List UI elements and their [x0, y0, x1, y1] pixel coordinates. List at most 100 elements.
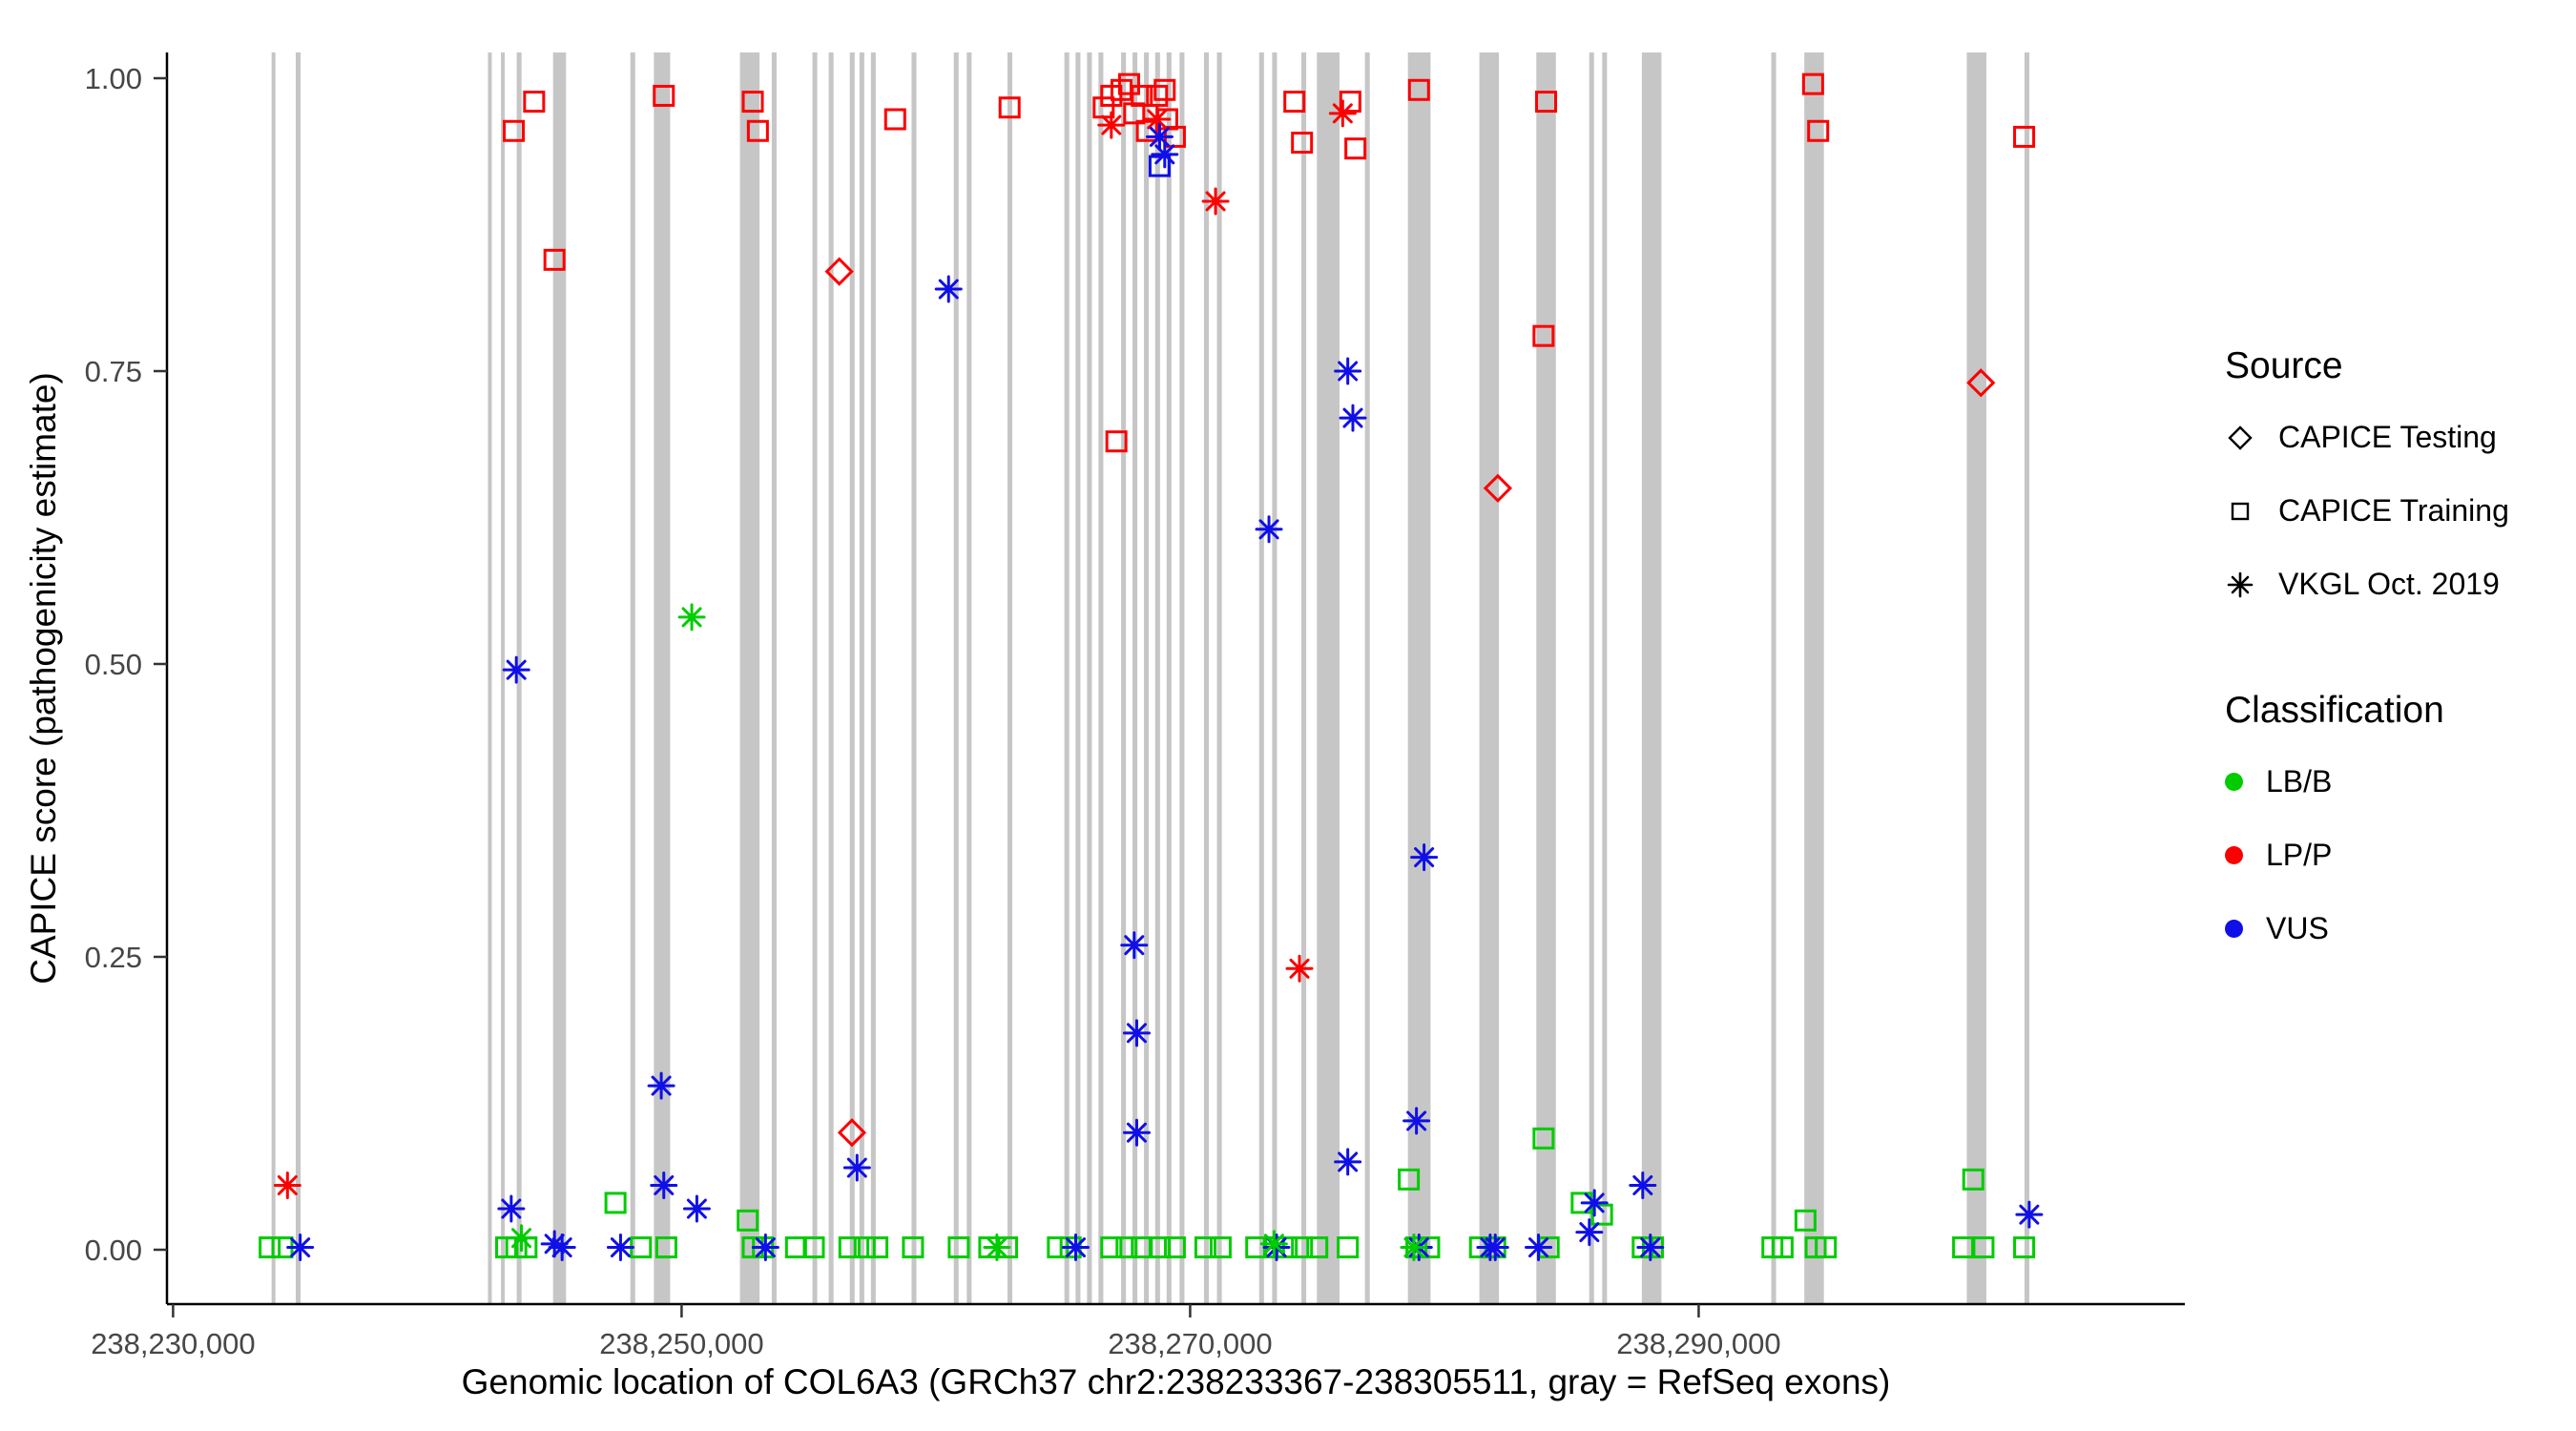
data-point: [1283, 91, 1306, 114]
x-tick-label: 238,230,000: [91, 1327, 255, 1360]
data-point: [523, 91, 546, 114]
exon-band: [966, 52, 972, 1304]
exon-band: [271, 52, 276, 1304]
legend: Source CAPICE Testing CAPICE Training: [2225, 345, 2509, 985]
exon-band: [1771, 52, 1776, 1304]
data-point: [1402, 1107, 1431, 1135]
data-point: [2015, 1200, 2044, 1229]
legend-item-vkgl: VKGL Oct. 2019: [2225, 567, 2509, 602]
data-point: [503, 119, 526, 142]
exon-band: [501, 52, 506, 1304]
data-point: [1339, 404, 1367, 432]
data-point: [802, 1236, 825, 1259]
data-point: [606, 1234, 634, 1262]
data-point: [1334, 1148, 1362, 1176]
data-point: [1807, 119, 1830, 142]
data-point: [259, 1236, 281, 1259]
data-point: [1966, 368, 1996, 398]
exon-band: [295, 52, 301, 1304]
legend-item-capice-training: CAPICE Training: [2225, 493, 2509, 529]
y-tick-label: 1.00: [85, 62, 142, 95]
data-point: [998, 96, 1021, 119]
data-point: [902, 1236, 924, 1259]
exon-band: [1804, 52, 1824, 1304]
x-tick-label: 238,290,000: [1616, 1327, 1780, 1360]
exon-band: [1258, 52, 1264, 1304]
data-point: [604, 1192, 627, 1214]
data-point: [1255, 515, 1283, 544]
data-point: [1407, 78, 1430, 101]
exon-band: [2024, 52, 2030, 1304]
data-point: [1532, 1127, 1555, 1150]
vus-dot-icon: [2225, 920, 2243, 938]
exon-band: [849, 52, 855, 1304]
exon-band: [1272, 52, 1278, 1304]
data-point: [853, 1236, 876, 1259]
data-point: [947, 1236, 970, 1259]
data-point: [842, 1153, 871, 1182]
data-point: [2013, 1236, 2036, 1259]
data-point: [1410, 843, 1439, 872]
data-point: [1123, 102, 1146, 125]
x-axis-title: Genomic location of COL6A3 (GRCh37 chr2:…: [461, 1362, 1891, 1401]
data-point: [286, 1234, 315, 1262]
data-point: [1163, 1236, 1186, 1259]
data-point: [1962, 1168, 1984, 1191]
data-point: [1100, 1236, 1123, 1259]
data-point: [1801, 73, 1824, 95]
data-point: [1201, 187, 1230, 216]
legend-item-label: LP/P: [2266, 838, 2333, 872]
lpp-dot-icon: [2225, 846, 2243, 864]
exon-band: [1075, 52, 1081, 1304]
exon-band: [859, 52, 864, 1304]
exon-band: [516, 52, 522, 1304]
x-tick-label: 238,270,000: [1108, 1327, 1272, 1360]
exon-band: [828, 52, 834, 1304]
y-axis-title: CAPICE score (pathogenicity estimate): [24, 372, 63, 985]
data-point: [1115, 1236, 1138, 1259]
data-point: [1061, 1234, 1090, 1262]
data-point: [1334, 357, 1362, 385]
data-point: [1117, 73, 1140, 95]
exon-band: [1166, 52, 1172, 1304]
legend-item-label: CAPICE Testing: [2278, 420, 2497, 454]
exon-band: [1154, 52, 1160, 1304]
data-point: [1344, 137, 1367, 160]
legend-item-capice-testing: CAPICE Testing: [2225, 420, 2509, 455]
exon-band: [739, 52, 760, 1304]
x-tick-label: 238,250,000: [599, 1327, 763, 1360]
data-point: [883, 108, 906, 131]
data-point: [2013, 125, 2036, 148]
exon-band: [1479, 52, 1500, 1304]
data-point: [838, 1236, 861, 1259]
exon-band: [1317, 52, 1340, 1304]
exon-band: [1216, 52, 1222, 1304]
data-point: [1209, 1236, 1232, 1259]
data-point: [1972, 1236, 1995, 1259]
data-point: [650, 1171, 678, 1199]
data-point: [1105, 430, 1128, 453]
legend-classification-title: Classification: [2225, 690, 2444, 731]
data-point: [273, 1171, 301, 1199]
exon-band: [1121, 52, 1127, 1304]
diamond-icon: [2228, 425, 2253, 450]
legend-item-lbb: LB/B: [2225, 764, 2509, 799]
data-point: [1525, 1234, 1553, 1262]
exon-band: [1132, 52, 1138, 1304]
legend-source-section: Source CAPICE Testing CAPICE Training: [2225, 345, 2509, 602]
data-point: [1580, 1189, 1609, 1217]
legend-item-label: LB/B: [2266, 764, 2333, 798]
data-point: [1097, 111, 1126, 139]
data-point: [1815, 1236, 1838, 1259]
data-point: [1328, 99, 1357, 128]
data-point: [1291, 132, 1314, 155]
data-point: [751, 1234, 779, 1262]
data-point: [1120, 931, 1149, 960]
y-tick-label: 0.00: [85, 1234, 142, 1267]
data-point: [543, 248, 566, 271]
data-point: [497, 1194, 526, 1223]
data-point: [1483, 473, 1513, 503]
data-point: [741, 91, 764, 114]
data-point: [654, 1236, 677, 1259]
